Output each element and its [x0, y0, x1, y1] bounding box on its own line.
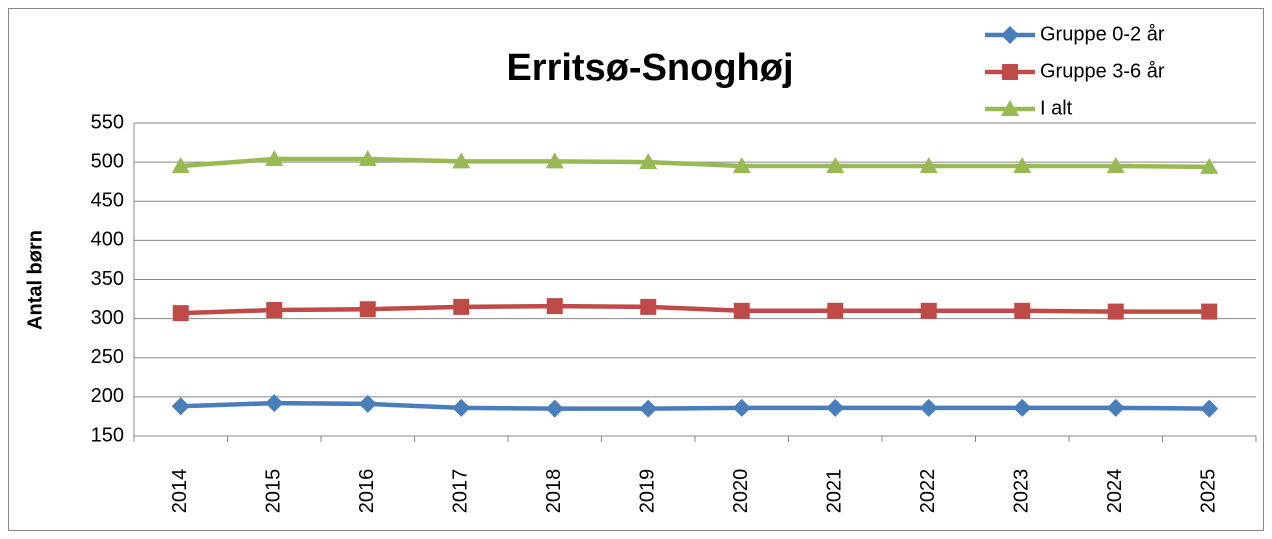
x-tick-label: 2017 — [450, 469, 472, 514]
marker — [546, 298, 563, 315]
marker — [358, 149, 377, 166]
marker — [1200, 399, 1219, 418]
x-tick-label: 2020 — [730, 469, 752, 514]
marker — [732, 398, 751, 417]
marker — [732, 157, 751, 174]
marker — [639, 153, 658, 170]
y-tick-label: 350 — [91, 268, 124, 290]
marker — [545, 399, 564, 418]
marker — [826, 157, 845, 174]
marker — [266, 302, 283, 319]
marker — [545, 152, 564, 169]
y-tick-label: 300 — [91, 307, 124, 329]
marker — [920, 302, 937, 319]
y-tick-label: 550 — [91, 111, 124, 133]
x-tick-label: 2024 — [1104, 469, 1126, 514]
legend-label: Gruppe 0-2 år — [1040, 23, 1165, 45]
marker — [358, 394, 377, 413]
marker — [1001, 100, 1019, 116]
x-tick-label: 2025 — [1198, 469, 1220, 514]
marker — [919, 398, 938, 417]
marker — [1106, 398, 1125, 417]
marker — [827, 302, 844, 319]
marker — [172, 305, 189, 322]
marker — [1014, 302, 1031, 319]
marker — [1107, 303, 1124, 320]
marker — [640, 298, 657, 315]
series-line — [180, 156, 1210, 170]
marker — [919, 157, 938, 174]
marker — [1106, 157, 1125, 174]
x-tick-label: 2022 — [917, 469, 939, 514]
marker — [1013, 157, 1032, 174]
legend-label: Gruppe 3-6 år — [1040, 60, 1165, 82]
series-line — [180, 303, 1210, 316]
marker — [452, 152, 471, 169]
x-tick-label: 2023 — [1011, 469, 1033, 514]
chart-border — [8, 8, 1264, 531]
y-axis-label: Antal børn — [24, 230, 46, 330]
x-tick-label: 2019 — [637, 469, 659, 514]
y-tick-label: 250 — [91, 346, 124, 368]
marker — [826, 398, 845, 417]
x-tick-label: 2015 — [263, 469, 285, 514]
marker — [639, 399, 658, 418]
legend-label: I alt — [1040, 97, 1073, 119]
y-tick-label: 150 — [91, 424, 124, 446]
y-tick-label: 500 — [91, 150, 124, 172]
x-tick-label: 2016 — [356, 469, 378, 514]
marker — [453, 298, 470, 315]
y-tick-label: 400 — [91, 229, 124, 251]
y-tick-label: 450 — [91, 190, 124, 212]
marker — [452, 398, 471, 417]
x-tick-label: 2018 — [543, 469, 565, 514]
marker — [1002, 64, 1018, 80]
marker — [1200, 157, 1219, 174]
marker — [1013, 398, 1032, 417]
x-tick-label: 2014 — [169, 469, 191, 514]
chart-title: Erritsø-Snoghøj — [506, 47, 793, 89]
marker — [171, 397, 190, 416]
series-line — [180, 400, 1210, 411]
marker — [1001, 26, 1019, 44]
marker — [265, 394, 284, 413]
marker — [359, 301, 376, 318]
marker — [171, 157, 190, 174]
marker — [733, 302, 750, 319]
marker — [1201, 303, 1218, 320]
marker — [265, 149, 284, 166]
y-tick-label: 200 — [91, 385, 124, 407]
x-tick-label: 2021 — [824, 469, 846, 514]
